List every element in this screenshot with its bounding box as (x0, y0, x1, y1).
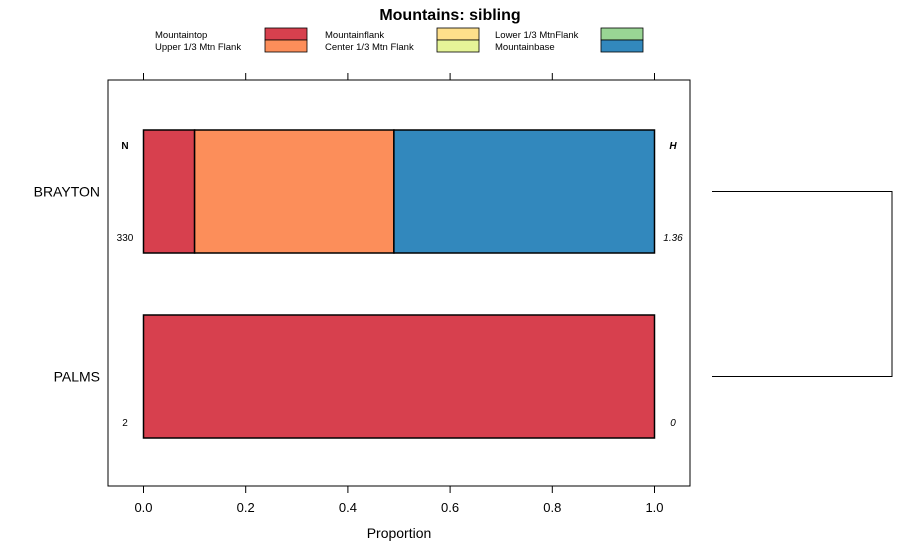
category-label: PALMS (54, 369, 100, 385)
x-tick-label: 0.0 (134, 500, 152, 515)
x-tick-label: 0.4 (339, 500, 357, 515)
h-value: 0 (670, 418, 676, 429)
x-tick-label: 0.2 (237, 500, 255, 515)
legend-label: Center 1/3 Mtn Flank (325, 42, 414, 53)
plot-frame (107, 79, 691, 487)
legend-label: Lower 1/3 MtnFlank (495, 30, 579, 41)
bar-segment (193, 129, 395, 254)
x-tick-label: 0.6 (441, 500, 459, 515)
dendrogram (712, 191, 893, 377)
chart-title: Mountains: sibling (379, 7, 520, 24)
n-value: 330 (117, 233, 134, 244)
legend-label: Mountaintop (155, 30, 207, 41)
bar-segment (393, 129, 656, 254)
n-value: 2 (122, 418, 128, 429)
legend-label: Mountainbase (495, 42, 555, 53)
category-label: BRAYTON (34, 184, 100, 200)
x-tick-label: 0.8 (543, 500, 561, 515)
bars (142, 129, 656, 439)
x-tick-label: 1.0 (645, 500, 663, 515)
legend-swatch (600, 27, 644, 41)
bar-segment (142, 129, 196, 254)
legend-swatch (264, 39, 308, 53)
legend-swatch (264, 27, 308, 41)
legend-label: Mountainflank (325, 30, 384, 41)
bar-segment (142, 314, 656, 439)
dendrogram-branch (712, 191, 893, 377)
category-labels: BRAYTON PALMS (34, 184, 100, 385)
x-axis: 0.0 0.2 0.4 0.6 0.8 1.0 (134, 486, 664, 515)
legend-swatch (600, 39, 644, 53)
side-labels: N H 330 2 1.36 0 (117, 141, 684, 429)
x-axis-label: Proportion (367, 525, 432, 541)
legend-label: Upper 1/3 Mtn Flank (155, 42, 241, 53)
top-axis-ticks (143, 73, 655, 80)
h-value: 1.36 (663, 233, 683, 244)
h-header: H (669, 141, 677, 152)
legend-swatch (436, 39, 480, 53)
legend-swatch (436, 27, 480, 41)
n-header: N (121, 141, 128, 152)
